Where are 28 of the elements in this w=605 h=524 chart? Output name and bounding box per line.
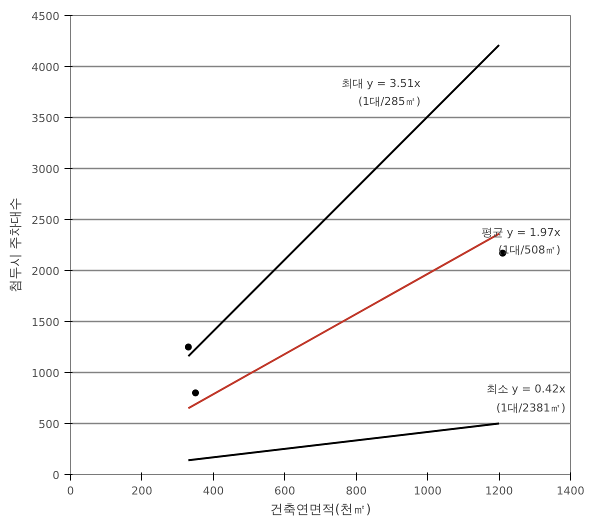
point — [184, 344, 192, 350]
x-tick-label: 600 — [274, 484, 296, 498]
point — [192, 389, 199, 396]
x-tick-label: 0 — [67, 484, 74, 498]
y-tick-label: 4000 — [32, 61, 60, 74]
x-tick-label: 1200 — [485, 484, 514, 498]
y-tick-label: 3500 — [32, 112, 60, 125]
annotation: (1대/508㎡) — [498, 244, 561, 257]
y-tick-label: 2000 — [32, 265, 60, 278]
annotation: 최소 y = 0.42x — [486, 382, 566, 396]
annotation: (1대/2381㎡) — [496, 401, 566, 414]
y-tick-label: 2500 — [32, 214, 60, 227]
annotation: 최대 y = 3.51x — [341, 76, 421, 90]
x-axis-title: 건축연면적(천㎡) — [270, 502, 372, 518]
y-tick-label: 500 — [38, 418, 60, 431]
annotation: 평균 y = 1.97x — [481, 226, 561, 240]
y-axis-title: 첨두시 주차대수 — [8, 197, 24, 293]
x-tick-label: 800 — [346, 484, 367, 498]
y-tick-label: 1500 — [32, 316, 60, 329]
annotation: (1대/285㎡) — [358, 94, 421, 108]
x-tick-label: 400 — [202, 484, 224, 498]
y-tick-label: 3000 — [32, 163, 60, 176]
y-tick-label: 0 — [52, 469, 60, 482]
y-tick-label: 1000 — [32, 367, 60, 380]
x-tick-label: 1400 — [556, 484, 585, 498]
y-tick-label: 4500 — [32, 10, 60, 23]
x-tick-label: 1000 — [414, 484, 442, 498]
x-tick-label: 200 — [131, 484, 152, 498]
